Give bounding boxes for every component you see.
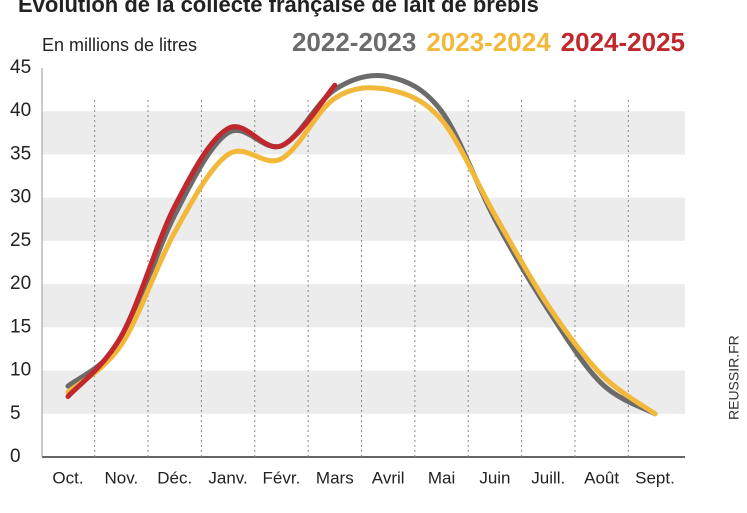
y-tick-label: 10 [10, 360, 31, 381]
y-tick-label: 0 [10, 446, 21, 467]
legend-entry: 2023-2024 [426, 27, 551, 57]
x-tick-label: Janv. [208, 468, 247, 487]
x-tick-label: Mai [428, 468, 455, 487]
chart-title: Évolution de la collecte française de la… [18, 0, 539, 17]
x-tick-label: Juin [479, 468, 510, 487]
y-tick-label: 45 [10, 57, 31, 78]
line [65, 85, 658, 417]
y-tick-label: 30 [10, 187, 31, 208]
subtitle: En millions de litres [42, 35, 197, 55]
y-tick-label: 35 [10, 143, 31, 164]
x-tick-label: Avril [372, 468, 405, 487]
x-tick-label: Mars [316, 468, 354, 487]
legend-entry: 2024-2025 [561, 27, 685, 57]
y-tick-label: 25 [10, 230, 31, 251]
y-tick-label: 15 [10, 316, 31, 337]
legend-entry: 2022-2023 [292, 27, 416, 57]
y-tick-label: 20 [10, 273, 31, 294]
x-tick-label: Août [584, 468, 619, 487]
source: REUSSIR.FR [726, 335, 742, 420]
band [42, 370, 685, 414]
line [65, 82, 338, 399]
x-tick-label: Févr. [263, 468, 301, 487]
x-tick-label: Oct. [52, 468, 83, 487]
x-tick-label: Nov. [105, 468, 139, 487]
y-tick-label: 40 [10, 100, 31, 121]
x-tick-label: Sept. [635, 468, 675, 487]
band [42, 197, 685, 241]
band [42, 111, 685, 155]
x-tick-label: Déc. [157, 468, 192, 487]
x-tick-label: Juill. [531, 468, 565, 487]
y-tick-label: 5 [10, 403, 21, 424]
